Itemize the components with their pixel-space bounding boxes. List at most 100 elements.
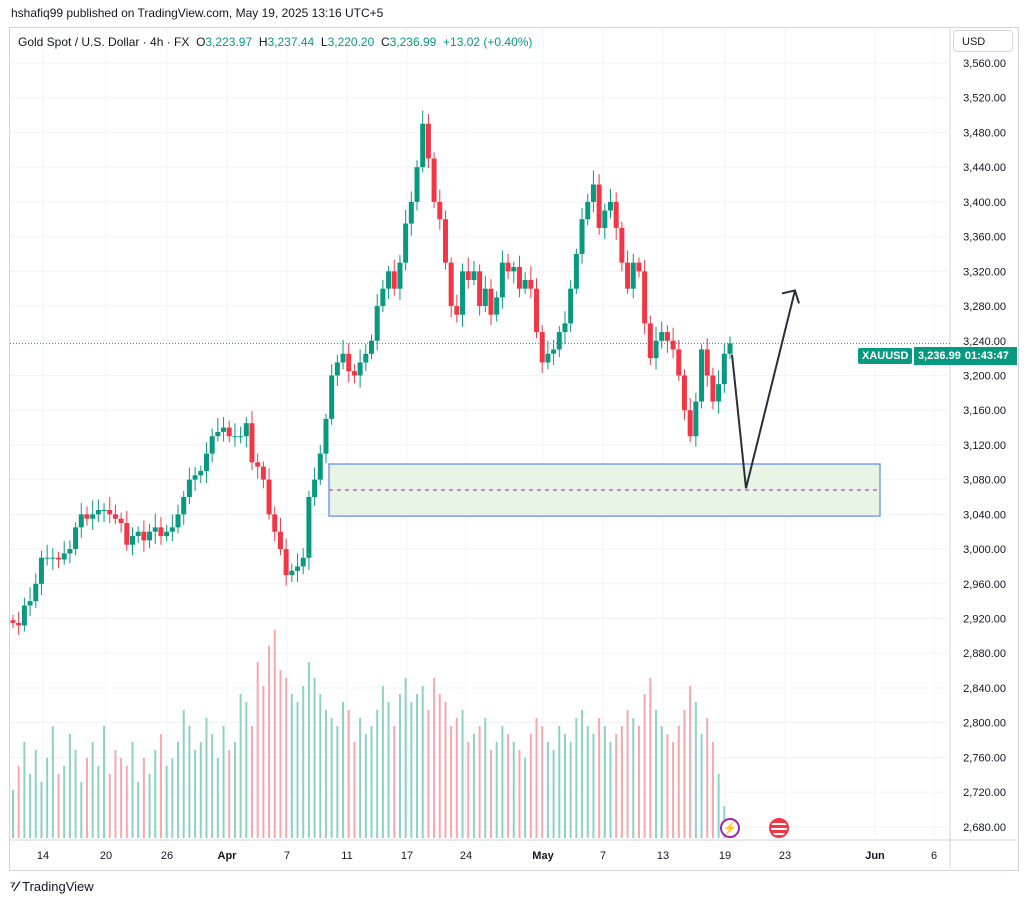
candle-body [346,353,352,372]
candle-body [625,262,631,289]
volume-bar [558,726,561,838]
volume-bar [57,774,60,838]
volume-bar [51,726,54,838]
volume-bar [194,750,197,838]
candle-body [50,557,56,559]
volume-bar [34,750,37,838]
candle-body [653,340,659,359]
us-flag-icon[interactable] [769,818,789,838]
open-label: O [196,35,206,49]
candle-body [494,297,500,315]
candle-body [289,570,295,576]
candle-body [249,423,255,463]
volume-bar [472,734,475,838]
volume-bar [563,734,566,838]
candle-body [642,271,648,324]
volume-bar [74,750,77,838]
volume-bar [404,678,407,838]
volume-bar [706,718,709,838]
volume-bar [97,766,100,838]
volume-bar [666,734,669,838]
volume-bar [484,718,487,838]
candle-body [516,266,522,289]
volume-bar [279,670,282,838]
volume-bar [205,718,208,838]
symbol-legend: Gold Spot / U.S. Dollar · 4h · FX O3,223… [18,35,532,49]
candle-body [124,523,130,545]
volume-bar [120,758,123,838]
candle-body [300,557,306,567]
volume-bar [40,782,43,838]
y-tick-label: 3,480.00 [963,127,1006,139]
candle-body [499,262,505,298]
candle-body [215,431,221,437]
candle-body [135,531,141,537]
candle-body [107,510,113,515]
candle-body [511,266,517,272]
volume-bar [296,702,299,838]
candle-body [681,375,687,411]
candle-body [630,262,636,289]
y-tick-label: 2,960.00 [963,579,1006,591]
candle-body [27,601,33,606]
volume-bar [677,726,680,838]
candle-body [16,622,22,626]
candle-body [551,349,557,354]
volume-bar [450,726,453,838]
candle-body [414,167,420,202]
volume-bar [125,766,128,838]
volume-bar [46,758,49,838]
y-tick-label: 3,440.00 [963,162,1006,174]
candle-body [676,349,682,376]
volume-bar [63,766,66,838]
candle-body [636,262,642,272]
volume-bar [615,734,618,838]
volume-bar [103,726,106,838]
currency-button[interactable]: USD [953,30,1013,52]
volume-bar [700,734,703,838]
candle-body [238,436,244,438]
candle-body [147,531,153,541]
volume-bar [148,774,151,838]
candle-body [84,514,90,519]
tradingview-logo[interactable]: ⁷⁄ TradingView [10,878,94,894]
volume-bar [319,694,322,838]
candle-body [203,453,209,471]
candle-body [112,514,118,519]
volume-bar [694,702,697,838]
arrow-head-icon [781,289,800,304]
volume-bar [626,710,629,838]
candle-body [209,436,215,454]
volume-bar [467,742,470,838]
open-value: 3,223.97 [205,35,253,49]
y-tick-label: 3,040.00 [963,509,1006,521]
candle-body [590,184,596,202]
volume-bar [427,710,430,838]
volume-bar [387,702,390,838]
publisher-line: hshafiq99 published on TradingView.com, … [11,6,384,20]
candle-body [181,497,187,515]
volume-bar [575,718,578,838]
candle-body [340,353,346,363]
candle-body [67,549,73,554]
y-tick-label: 2,680.00 [963,822,1006,834]
candle-body [38,557,44,584]
candle-body [221,427,227,432]
y-tick-label: 2,840.00 [963,683,1006,695]
candle-body [659,332,665,341]
candle-body [425,123,431,159]
chart-frame [9,27,1019,871]
volume-bar [177,742,180,838]
candle-body [647,323,653,359]
change-value: +13.02 (+0.40%) [443,35,533,49]
lightning-icon[interactable]: ⚡ [720,818,740,838]
x-tick-label: 26 [161,850,173,862]
candle-body [482,288,488,307]
bar-countdown: 01:43:47 [964,350,1009,362]
volume-bar [586,726,589,838]
volume-bar [29,774,32,838]
volume-bar [262,686,265,838]
volume-bar [490,750,492,838]
candle-body [351,371,357,376]
